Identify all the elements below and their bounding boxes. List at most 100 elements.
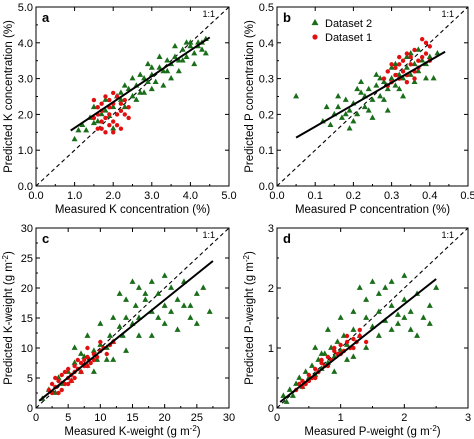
dataset1-point — [114, 122, 120, 128]
y-axis-title: Predicted P-weight (g m-2) — [242, 251, 257, 385]
dataset2-point — [117, 96, 124, 102]
dataset1-point — [72, 363, 77, 369]
dataset2-point — [183, 53, 190, 59]
dataset2-point — [161, 320, 168, 326]
dataset1-point — [75, 357, 81, 363]
dataset1-point — [419, 54, 425, 60]
y-tick-label: 0 — [27, 403, 33, 415]
dataset2-point — [356, 284, 363, 290]
dataset1-point — [49, 381, 55, 387]
legend-triangle-icon — [311, 18, 319, 26]
dataset1-point — [122, 97, 127, 103]
dataset2-point — [354, 110, 361, 117]
dataset2-point — [430, 75, 437, 81]
dataset1-point — [325, 354, 331, 360]
dataset2-point — [346, 107, 353, 113]
dataset1-point — [332, 345, 337, 351]
plot-frame — [276, 6, 469, 187]
dataset2-point — [342, 96, 349, 102]
dataset2-point — [152, 78, 159, 85]
regression-line — [70, 36, 211, 132]
dataset1-point — [357, 333, 362, 339]
x-tick-label: 4.0 — [183, 190, 198, 202]
dataset1-point — [416, 58, 421, 63]
x-axis-title: Measured K concentration (%) — [55, 204, 210, 216]
dataset1-point — [351, 345, 356, 351]
dataset2-point — [168, 308, 175, 314]
dataset1-point — [59, 387, 64, 393]
x-tick-label: 0 — [274, 412, 280, 424]
dataset2-point — [344, 356, 351, 362]
dataset2-point — [426, 302, 433, 308]
panel-c: 0 5 10 15 20 25 30 0 5 10 15 20 25 30 1:1 c Measured K-w… — [1, 223, 236, 438]
dataset2-point — [164, 57, 171, 63]
dataset2-point — [388, 326, 395, 332]
dataset1-point — [111, 90, 116, 96]
x-tick-label: 2 — [401, 412, 407, 424]
dataset2-point — [403, 64, 410, 70]
dataset2-point — [191, 60, 198, 67]
dataset2-point — [331, 368, 338, 374]
dataset2-point — [135, 284, 142, 290]
dataset1-point — [85, 354, 90, 360]
y-tick-label: 1.0 — [18, 145, 33, 157]
dataset2-point — [280, 392, 287, 398]
dataset2-point — [187, 39, 194, 45]
dataset1-point — [53, 375, 58, 381]
dataset2-point — [102, 96, 109, 102]
dataset2-point — [183, 39, 190, 45]
x-tick-label: 0.0 — [28, 190, 43, 202]
dataset2-point — [400, 92, 407, 99]
dataset2-point — [148, 332, 155, 338]
dataset2-point — [369, 114, 376, 120]
x-tick-label: 0.0 — [269, 190, 284, 202]
dataset1-point — [427, 44, 432, 49]
dataset2-point — [363, 344, 370, 350]
y-tick-label: 0.2 — [259, 109, 274, 121]
y-tick-label: 2.0 — [18, 109, 33, 121]
dataset1-point — [389, 62, 394, 67]
dataset2-point — [375, 332, 382, 338]
dataset2-point — [175, 57, 182, 63]
dataset2-point — [179, 57, 186, 63]
dataset2-point — [434, 49, 441, 56]
dataset2-point — [132, 302, 139, 308]
dataset2-point — [187, 42, 194, 49]
dataset2-point — [350, 117, 357, 124]
dataset1-point — [78, 360, 84, 366]
dataset1-point — [351, 336, 356, 342]
dataset2-point — [415, 46, 422, 52]
dataset2-point — [90, 103, 97, 110]
dataset1-point — [400, 58, 406, 63]
panel-d: 0 1 2 3 0 1 2 3 1:1 d Measured P-weight (g m-2) Pre… — [242, 223, 472, 438]
dataset2-point — [191, 49, 198, 56]
dataset2-point — [400, 75, 407, 81]
dataset1-point — [82, 357, 87, 363]
legend: Dataset 2 Dataset 1 — [311, 18, 372, 44]
dataset1-point — [393, 72, 398, 78]
dataset2-point — [94, 117, 101, 124]
dataset2-point — [335, 103, 342, 110]
dataset1-point — [385, 69, 390, 74]
x-axis-title: Measured K-weight (g m-2) — [64, 424, 200, 439]
dataset2-point — [401, 296, 408, 302]
x-tick-label: 0 — [33, 412, 39, 424]
x-tick-label: 5 — [65, 412, 71, 424]
y-tick-label: 0.5 — [259, 2, 274, 14]
dataset2-point — [110, 314, 117, 320]
dataset2-point — [202, 49, 209, 56]
dataset2-point — [116, 290, 123, 296]
dataset1-point — [85, 363, 90, 369]
regression-line — [38, 260, 214, 402]
data-points — [293, 37, 441, 131]
dataset2-point — [420, 314, 427, 320]
one-to-one-label: 1:1 — [202, 230, 215, 240]
dataset2-point — [75, 126, 82, 133]
dataset1-point — [107, 97, 112, 103]
dataset2-point — [373, 82, 380, 88]
dataset2-point — [206, 308, 213, 314]
panel-b: 0.0 0.1 0.2 0.3 0.4 0.5 0.0 0.1 0.2 0.3 0.4 0.5 1:1 b… — [244, 2, 474, 216]
dataset2-point — [363, 296, 370, 302]
x-axis-title: Measured P concentration (%) — [295, 204, 450, 216]
